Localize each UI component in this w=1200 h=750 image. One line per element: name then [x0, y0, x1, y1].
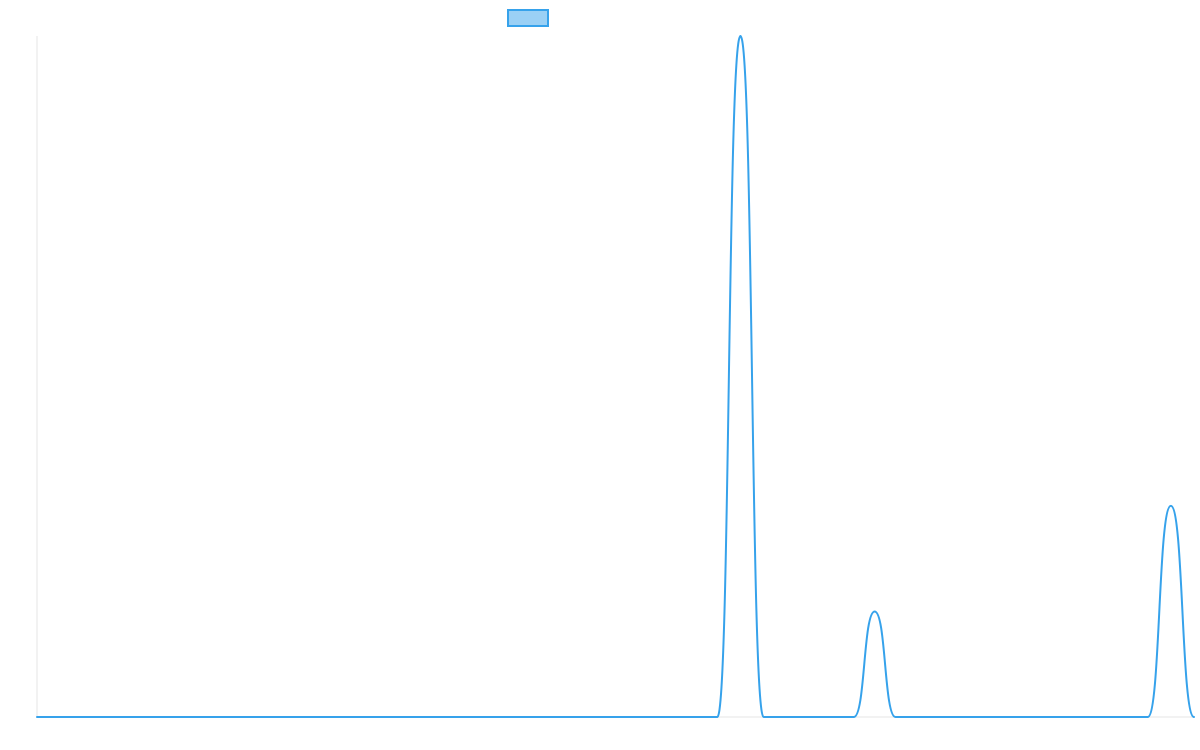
- legend-swatch[interactable]: [507, 9, 549, 27]
- series-line-0: [36, 35, 1195, 719]
- series-group: [36, 35, 1195, 719]
